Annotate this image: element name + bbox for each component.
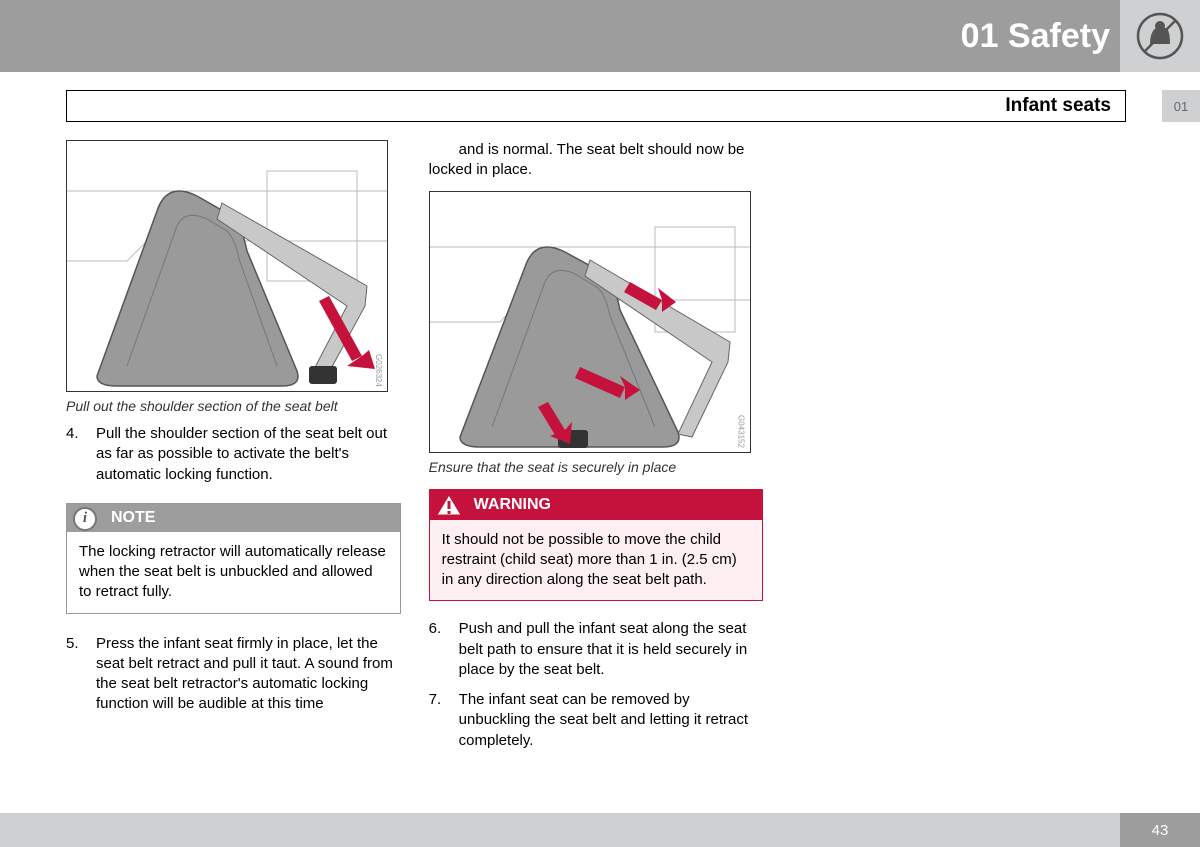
info-icon: i	[73, 507, 97, 531]
side-tab: 01	[1162, 90, 1200, 122]
step-7-num: 7.	[429, 690, 459, 751]
note-label: NOTE	[111, 509, 155, 526]
warning-body: It should not be possible to move the ch…	[430, 520, 763, 601]
warning-header: WARNING	[430, 490, 763, 520]
footer-bar	[0, 813, 1200, 847]
step-5-text: Press the infant seat firmly in place, l…	[96, 634, 401, 715]
seat-illustration-2	[430, 192, 751, 453]
warning-label: WARNING	[474, 496, 551, 513]
content-area: G026324 Pull out the shoulder section of…	[66, 140, 1126, 751]
seat-illustration-1	[67, 141, 388, 392]
chapter-header: 01 Safety	[0, 0, 1200, 72]
step-4: 4. Pull the shoulder section of the seat…	[66, 424, 401, 485]
step-4-num: 4.	[66, 424, 96, 485]
figure-1: G026324	[66, 140, 388, 392]
chapter-icon-box	[1120, 0, 1200, 72]
figure-2-code: G043152	[737, 415, 746, 448]
step-6: 6. Push and pull the infant seat along t…	[429, 619, 764, 680]
step-6-text: Push and pull the infant seat along the …	[459, 619, 764, 680]
column-2: and is normal. The seat belt should now …	[429, 140, 764, 751]
note-box: i NOTE The locking retractor will automa…	[66, 503, 401, 614]
note-body: The locking retractor will automatically…	[67, 532, 400, 613]
page-number-box: 43	[1120, 813, 1200, 847]
side-tab-label: 01	[1174, 99, 1188, 114]
figure-1-code: G026324	[374, 354, 383, 387]
step-5: 5. Press the infant seat firmly in place…	[66, 634, 401, 715]
step-7: 7. The infant seat can be removed by unb…	[429, 690, 764, 751]
figure-2-caption: Ensure that the seat is securely in plac…	[429, 459, 764, 475]
step-6-num: 6.	[429, 619, 459, 680]
chapter-title: 01 Safety	[961, 17, 1110, 56]
column-3	[791, 140, 1126, 751]
continued-text: and is normal. The seat belt should now …	[429, 140, 764, 181]
step-7-text: The infant seat can be removed by unbuck…	[459, 690, 764, 751]
step-4-text: Pull the shoulder section of the seat be…	[96, 424, 401, 485]
figure-1-caption: Pull out the shoulder section of the sea…	[66, 398, 401, 414]
page-number: 43	[1152, 822, 1169, 839]
section-title-bar: Infant seats	[66, 90, 1126, 122]
child-seat-icon	[1136, 12, 1184, 60]
section-title: Infant seats	[1005, 95, 1111, 117]
figure-2: G043152	[429, 191, 751, 453]
step-5-num: 5.	[66, 634, 96, 715]
column-1: G026324 Pull out the shoulder section of…	[66, 140, 401, 751]
continued-text-body: and is normal. The seat belt should now …	[429, 141, 745, 178]
warning-triangle-icon	[436, 493, 462, 517]
warning-box: WARNING It should not be possible to mov…	[429, 489, 764, 602]
note-header: i NOTE	[67, 504, 400, 532]
